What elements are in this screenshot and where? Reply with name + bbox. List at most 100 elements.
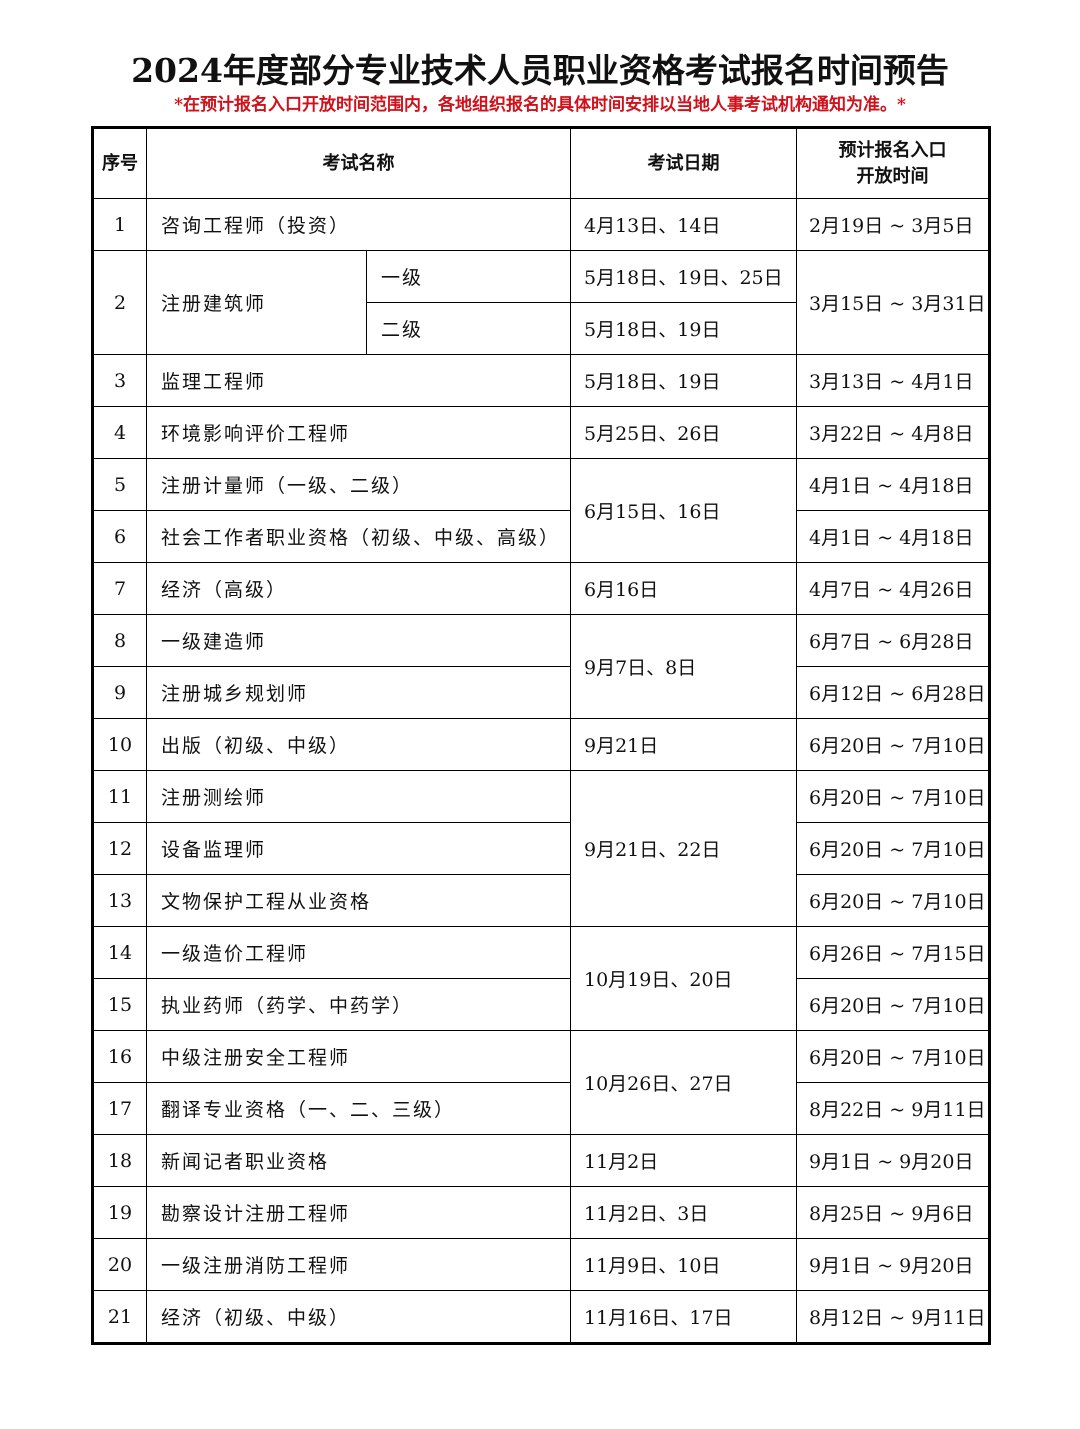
- table-row: 16 中级注册安全工程师 10月26日、27日 6月20日 ~ 7月10日: [92, 1030, 990, 1135]
- table-row: 17 翻译专业资格（一、二、三级） 8月22日 ~ 9月11日: [92, 1082, 990, 1135]
- registration-period: 6月20日 ~ 7月10日: [796, 978, 990, 1031]
- registration-period: 3月22日 ~ 4月8日: [796, 406, 990, 459]
- table-row: 12 设备监理师 6月20日 ~ 7月10日: [92, 822, 990, 875]
- exam-name: 勘察设计注册工程师: [146, 1186, 571, 1239]
- table-row: 二级 5月18日、19日: [93, 302, 990, 355]
- row-number: 9: [92, 666, 147, 719]
- registration-period: 8月12日 ~ 9月11日: [796, 1290, 990, 1344]
- table-row: 10 出版（初级、中级） 9月21日 6月20日 ~ 7月10日: [92, 718, 990, 771]
- table-row: 1 咨询工程师（投资） 4月13日、14日 2月19日 ~ 3月5日: [92, 198, 990, 251]
- row-number: 15: [92, 978, 147, 1031]
- registration-period: 3月13日 ~ 4月1日: [796, 354, 990, 407]
- row-number: 18: [92, 1134, 147, 1187]
- exam-date: 11月2日: [570, 1134, 797, 1187]
- header-no: 序号: [92, 127, 147, 199]
- exam-name: 一级建造师: [146, 614, 571, 667]
- table-row: 3 监理工程师 5月18日、19日 3月13日 ~ 4月1日: [92, 354, 990, 407]
- exam-date: 9月21日、22日: [570, 770, 797, 927]
- table-row: 19 勘察设计注册工程师 11月2日、3日 8月25日 ~ 9月6日: [92, 1186, 990, 1239]
- table-row: 15 执业药师（药学、中药学） 6月20日 ~ 7月10日: [92, 978, 990, 1031]
- registration-period: 6月20日 ~ 7月10日: [796, 1030, 990, 1083]
- row-number: 6: [92, 510, 147, 563]
- row-number: 14: [92, 926, 147, 979]
- registration-period: 6月20日 ~ 7月10日: [796, 822, 990, 875]
- header-date: 考试日期: [570, 127, 797, 199]
- registration-period: 8月22日 ~ 9月11日: [796, 1082, 990, 1135]
- row-number: 13: [92, 874, 147, 927]
- table-row: 5 注册计量师（一级、二级） 6月15日、16日 4月1日 ~ 4月18日: [92, 458, 990, 563]
- registration-period: 6月20日 ~ 7月10日: [796, 718, 990, 771]
- table-row: 21 经济（初级、中级） 11月16日、17日 8月12日 ~ 9月11日: [92, 1290, 990, 1344]
- row-number: 1: [92, 198, 147, 251]
- table-row: 9 注册城乡规划师 6月12日 ~ 6月28日: [92, 666, 990, 719]
- exam-date: 9月7日、8日: [570, 614, 797, 719]
- exam-name: 注册建筑师: [146, 250, 367, 355]
- header-registration: 预计报名入口 开放时间: [796, 127, 990, 199]
- exam-name: 注册计量师（一级、二级）: [146, 458, 571, 511]
- registration-period: 4月1日 ~ 4月18日: [796, 510, 990, 563]
- header-reg-line2: 开放时间: [856, 165, 929, 187]
- exam-date: 11月9日、10日: [570, 1238, 797, 1291]
- row-number: 20: [92, 1238, 147, 1291]
- row-number: 10: [92, 718, 147, 771]
- exam-name: 环境影响评价工程师: [146, 406, 571, 459]
- exam-name: 社会工作者职业资格（初级、中级、高级）: [146, 510, 571, 563]
- table-row: 4 环境影响评价工程师 5月25日、26日 3月22日 ~ 4月8日: [92, 406, 990, 459]
- exam-date: 4月13日、14日: [570, 198, 797, 251]
- registration-period: 6月7日 ~ 6月28日: [796, 614, 990, 667]
- row-number: 17: [92, 1082, 147, 1135]
- row-number: 21: [92, 1290, 147, 1344]
- row-number: 3: [92, 354, 147, 407]
- exam-name: 经济（高级）: [146, 562, 571, 615]
- table-row: 2 注册建筑师 一级 5月18日、19日、25日 3月15日 ~ 3月31日: [92, 250, 990, 355]
- table-row: 7 经济（高级） 6月16日 4月7日 ~ 4月26日: [92, 562, 990, 615]
- registration-period: 9月1日 ~ 9月20日: [796, 1134, 990, 1187]
- exam-date: 5月18日、19日: [570, 354, 797, 407]
- exam-name: 注册测绘师: [146, 770, 571, 823]
- header-reg-line1: 预计报名入口: [838, 139, 947, 161]
- registration-period: 6月26日 ~ 7月15日: [796, 926, 990, 979]
- table-row: 14 一级造价工程师 10月19日、20日 6月26日 ~ 7月15日: [92, 926, 990, 1031]
- exam-name: 咨询工程师（投资）: [146, 198, 571, 251]
- notice-text: *在预计报名入口开放时间范围内，各地组织报名的具体时间安排以当地人事考试机构通知…: [174, 95, 906, 115]
- exam-level: 一级: [366, 250, 571, 303]
- header-row: 序号 考试名称 考试日期 预计报名入口 开放时间: [92, 127, 990, 199]
- row-number: 16: [92, 1030, 147, 1083]
- exam-date: 10月19日、20日: [570, 926, 797, 1031]
- exam-date: 6月15日、16日: [570, 458, 797, 563]
- exam-name: 出版（初级、中级）: [146, 718, 571, 771]
- exam-name: 设备监理师: [146, 822, 571, 875]
- row-number: 4: [92, 406, 147, 459]
- table-row: 11 注册测绘师 9月21日、22日 6月20日 ~ 7月10日: [92, 770, 990, 927]
- exam-schedule-table: 序号 考试名称 考试日期 预计报名入口 开放时间 1 咨询工程师（投资） 4月13日、…: [91, 126, 991, 1345]
- exam-date: 5月25日、26日: [570, 406, 797, 459]
- table-row: 6 社会工作者职业资格（初级、中级、高级） 4月1日 ~ 4月18日: [92, 510, 990, 563]
- exam-name: 一级注册消防工程师: [146, 1238, 571, 1291]
- exam-date: 9月21日: [570, 718, 797, 771]
- exam-name: 经济（初级、中级）: [146, 1290, 571, 1344]
- registration-period: 4月7日 ~ 4月26日: [796, 562, 990, 615]
- row-number: 5: [92, 458, 147, 511]
- exam-date: 10月26日、27日: [570, 1030, 797, 1135]
- exam-date: 5月18日、19日、25日: [570, 250, 797, 303]
- registration-period: 3月15日 ~ 3月31日: [796, 250, 990, 355]
- exam-name: 新闻记者职业资格: [146, 1134, 571, 1187]
- row-number: 11: [92, 770, 147, 823]
- registration-period: 8月25日 ~ 9月6日: [796, 1186, 990, 1239]
- row-number: 2: [92, 250, 147, 355]
- exam-date: 5月18日、19日: [570, 302, 797, 355]
- exam-name: 中级注册安全工程师: [146, 1030, 571, 1083]
- registration-period: 2月19日 ~ 3月5日: [796, 198, 990, 251]
- registration-period: 9月1日 ~ 9月20日: [796, 1238, 990, 1291]
- exam-name: 执业药师（药学、中药学）: [146, 978, 571, 1031]
- registration-period: 4月1日 ~ 4月18日: [796, 458, 990, 511]
- exam-date: 11月16日、17日: [570, 1290, 797, 1344]
- row-number: 8: [92, 614, 147, 667]
- row-number: 12: [92, 822, 147, 875]
- registration-period: 6月12日 ~ 6月28日: [796, 666, 990, 719]
- row-number: 19: [92, 1186, 147, 1239]
- exam-date: 6月16日: [570, 562, 797, 615]
- exam-name: 注册城乡规划师: [146, 666, 571, 719]
- exam-level: 二级: [366, 302, 571, 355]
- exam-name: 翻译专业资格（一、二、三级）: [146, 1082, 571, 1135]
